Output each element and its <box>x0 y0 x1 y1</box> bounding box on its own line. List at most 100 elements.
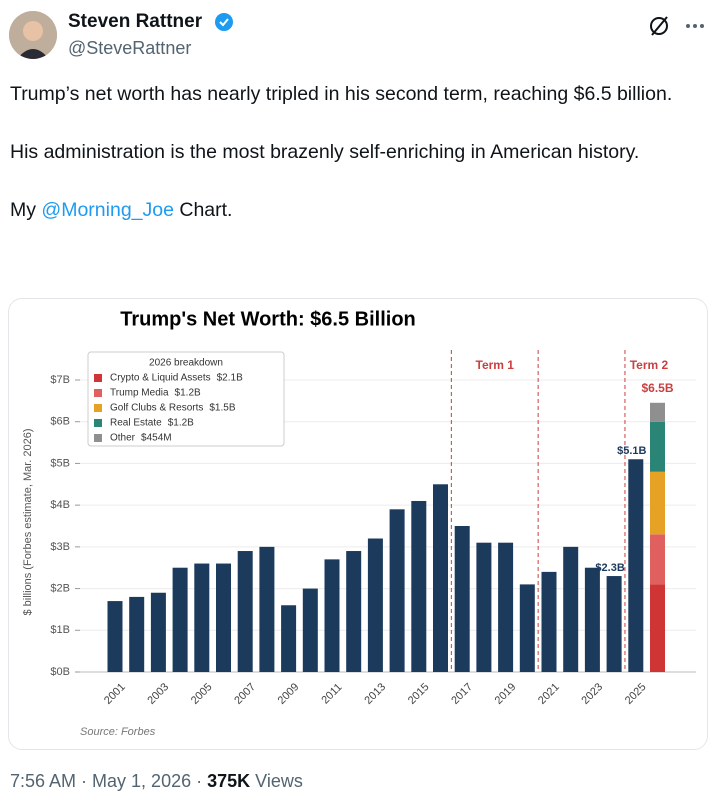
legend-swatch <box>94 434 102 442</box>
bar <box>584 567 600 672</box>
stack-segment <box>650 584 665 672</box>
bar <box>259 546 275 672</box>
legend-value: $1.2B <box>168 418 194 429</box>
bar <box>433 484 448 672</box>
legend-label: Crypto & Liquid Assets <box>110 373 211 384</box>
tweet-text: Trump’s net worth has nearly tripled in … <box>10 80 700 254</box>
x-tick-label: 2013 <box>362 681 388 707</box>
mention-link[interactable]: @Morning_Joe <box>41 199 174 221</box>
views-word: Views <box>250 771 303 791</box>
legend-swatch <box>94 404 102 412</box>
bar <box>498 542 514 672</box>
stack-segment <box>650 471 665 535</box>
stack-segment <box>650 421 665 472</box>
y-tick-label: $7B <box>50 374 70 386</box>
bar <box>454 526 470 672</box>
stack-segment <box>650 402 665 422</box>
legend-value: $1.2B <box>175 388 201 399</box>
y-tick-label: $2B <box>50 582 70 594</box>
bar <box>628 459 644 672</box>
x-tick-label: 2003 <box>145 681 171 707</box>
bar <box>519 584 535 672</box>
bar <box>216 563 231 672</box>
legend-swatch <box>94 389 102 397</box>
data-label: $5.1B <box>617 445 646 457</box>
avatar-image <box>9 11 57 59</box>
text-span: Trump’s net worth has nearly tripled in … <box>10 83 673 105</box>
bar <box>606 576 622 672</box>
chart: Trump's Net Worth: $6.5 Billion $ billio… <box>22 308 696 738</box>
more-button[interactable] <box>686 24 704 28</box>
legend-label: Other <box>110 433 136 444</box>
term-label: Term 2 <box>630 358 669 372</box>
bar <box>324 559 340 672</box>
header-icons <box>650 16 704 36</box>
bar <box>129 596 145 672</box>
x-tick-label: 2017 <box>449 681 475 707</box>
x-tick-label: 2009 <box>276 681 302 707</box>
bar <box>389 509 405 672</box>
bar <box>541 571 557 672</box>
bar <box>150 592 166 672</box>
y-tick-label: $5B <box>50 457 70 469</box>
legend-label: Trump Media <box>110 388 169 399</box>
text-span: His administration is the most brazenly … <box>10 141 640 163</box>
paragraph: His administration is the most brazenly … <box>10 138 700 167</box>
bar <box>194 563 210 672</box>
bar <box>411 500 427 672</box>
legend-swatch <box>94 419 102 427</box>
y-tick-label: $1B <box>50 624 70 636</box>
bar <box>281 605 297 672</box>
x-tick-label: 2001 <box>102 681 128 707</box>
x-tick-label: 2011 <box>319 681 344 706</box>
legend-value: $1.5B <box>209 403 235 414</box>
legend-value: $454M <box>141 433 172 444</box>
timestamp[interactable]: 7:56 AM · May 1, 2026 · <box>10 771 208 791</box>
author-handle[interactable]: @SteveRattner <box>68 38 192 58</box>
grok-icon[interactable] <box>650 17 668 35</box>
x-tick-label: 2021 <box>536 681 562 707</box>
paragraph: My @Morning_Joe Chart. <box>10 196 700 225</box>
stack-segment <box>650 534 665 585</box>
paragraph: Trump’s net worth has nearly tripled in … <box>10 80 700 109</box>
text-span: My <box>10 199 42 221</box>
y-tick-label: $6B <box>50 416 70 428</box>
y-tick-label: $0B <box>50 666 70 678</box>
bar <box>346 551 362 672</box>
x-tick-label: 2005 <box>189 681 215 707</box>
bar <box>302 588 318 672</box>
verified-badge <box>215 13 233 31</box>
term-label: Term 1 <box>476 358 515 372</box>
y-tick-label: $4B <box>50 499 70 511</box>
bar <box>172 567 188 672</box>
legend-label: Golf Clubs & Resorts <box>110 403 203 414</box>
author-name[interactable]: Steven Rattner <box>68 11 203 32</box>
x-tick-label: 2023 <box>579 681 605 707</box>
image-card[interactable] <box>8 298 708 750</box>
x-tick-label: 2007 <box>232 681 258 707</box>
bar <box>563 546 579 672</box>
legend-title: 2026 breakdown <box>149 358 223 369</box>
y-tick-label: $3B <box>50 541 70 553</box>
chart-title: Trump's Net Worth: $6.5 Billion <box>120 308 416 330</box>
bar <box>107 601 123 672</box>
bar <box>237 551 253 672</box>
y-axis-label: $ billions (Forbes estimate, Mar. 2026) <box>22 428 34 615</box>
bar <box>367 538 383 672</box>
grok-icon-slash <box>651 16 668 36</box>
bar <box>476 542 492 672</box>
text-span: Chart. <box>173 199 233 221</box>
legend-box <box>87 351 285 447</box>
total-label: $6.5B <box>641 381 673 395</box>
x-tick-label: 2025 <box>623 681 649 707</box>
data-label: $2.3B <box>595 562 624 574</box>
legend-value: $2.1B <box>217 373 243 384</box>
view-count: 375K <box>207 771 251 791</box>
legend-swatch <box>94 374 102 382</box>
x-tick-label: 2015 <box>406 681 432 707</box>
avatar[interactable] <box>9 11 57 59</box>
legend-label: Real Estate <box>110 418 162 429</box>
tweet-meta: 7:56 AM · May 1, 2026 · 375K Views <box>10 771 303 792</box>
x-tick-label: 2019 <box>493 681 519 707</box>
